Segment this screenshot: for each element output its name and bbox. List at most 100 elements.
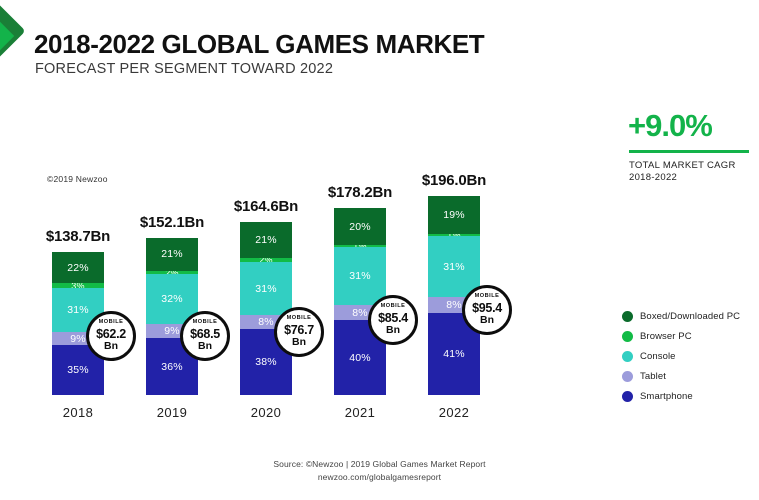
badge-caption: MOBILE (380, 303, 406, 310)
mobile-revenue-badge-2019: MOBILE $68.5 Bn (180, 311, 230, 361)
segment-value-label: 31% (67, 303, 89, 316)
legend-label: Smartphone (640, 390, 693, 402)
page-subtitle: FORECAST PER SEGMENT TOWARD 2022 (35, 61, 334, 77)
segment-value-label: 40% (349, 351, 371, 364)
badge-caption: MOBILE (192, 319, 218, 326)
footer-url: newzoo.com/globalgamesreport (317, 472, 442, 482)
mobile-revenue-badge-2021: MOBILE $85.4 Bn (368, 295, 418, 345)
badge-unit: Bn (480, 314, 494, 327)
segment-value-label: 9% (164, 325, 180, 338)
legend-item-tablet: Tablet (622, 366, 740, 386)
bar-segment-2021-browser-pc: 1% (334, 245, 386, 248)
segment-value-label: 20% (349, 220, 371, 233)
segment-value-label: 8% (258, 316, 274, 329)
segment-value-label: 2% (240, 258, 292, 261)
badge-value: $85.4 (378, 310, 408, 325)
bar-segment-2020-browser-pc: 2% (240, 258, 292, 262)
bar-segment-2019-browser-pc: 2% (146, 270, 198, 275)
segment-value-label: 2% (146, 271, 198, 274)
mobile-revenue-badge-2020: MOBILE $76.7 Bn (274, 307, 324, 357)
legend-item-console: Console (622, 346, 740, 366)
segment-value-label: 1% (334, 245, 386, 247)
legend-label: Console (640, 350, 676, 362)
bar-total-label-2018: $138.7Bn (45, 228, 111, 245)
segment-value-label: 31% (349, 270, 371, 283)
badge-value: $62.2 (96, 326, 126, 341)
bar-2021: 20% 1% 31% 8% 40% (334, 208, 386, 395)
bar-total-label-2022: $196.0Bn (421, 172, 487, 189)
mobile-revenue-badge-2022: MOBILE $95.4 Bn (462, 285, 512, 335)
copyright-note: ©2019 Newzoo (47, 174, 108, 184)
segment-value-label: 21% (161, 248, 183, 261)
segment-value-label: 8% (352, 306, 368, 319)
x-axis-label-2021: 2021 (344, 405, 376, 420)
bar-segment-2019-boxed-downloaded-pc: 21% (146, 238, 198, 271)
cagr-caption-line1: TOTAL MARKET CAGR (629, 160, 736, 171)
badge-unit: Bn (292, 336, 306, 349)
badge-unit: Bn (104, 340, 118, 353)
bar-segment-2022-boxed-downloaded-pc: 19% (428, 196, 480, 234)
bar-2018: 22% 3% 31% 9% 35% (52, 252, 104, 395)
stacked-bar-chart: 22%3%31%9%35%$138.7Bn2018MOBILE$62.2Bn21… (45, 172, 512, 420)
segment-value-label: 41% (443, 348, 465, 361)
bar-total-label-2020: $164.6Bn (233, 198, 299, 215)
bar-segment-2021-console: 31% (334, 247, 386, 306)
cagr-value: +9.0% (628, 108, 713, 143)
segment-value-label: 31% (443, 260, 465, 273)
segment-value-label: 21% (255, 234, 277, 247)
bar-total-label-2021: $178.2Bn (327, 184, 393, 201)
legend-item-browser-pc: Browser PC (622, 326, 740, 346)
legend-label: Boxed/Downloaded PC (640, 310, 741, 322)
legend-swatch-icon (622, 350, 633, 362)
bar-segment-2020-console: 31% (240, 261, 292, 316)
legend-item-boxed-downloaded-pc: Boxed/Downloaded PC (622, 306, 740, 326)
bar-total-label-2019: $152.1Bn (139, 214, 205, 231)
segment-value-label: 19% (443, 208, 465, 221)
legend-item-smartphone: Smartphone (622, 386, 740, 406)
segment-value-label: 35% (67, 363, 89, 376)
badge-value: $76.7 (284, 322, 314, 337)
bar-segment-2020-boxed-downloaded-pc: 21% (240, 222, 292, 259)
footer: Source: ©Newzoo | 2019 Global Games Mark… (0, 458, 759, 484)
bar-segment-2022-browser-pc: 1% (428, 233, 480, 236)
badge-value: $68.5 (190, 326, 220, 341)
badge-caption: MOBILE (98, 319, 124, 326)
x-axis-label-2018: 2018 (62, 405, 94, 420)
x-axis-label-2019: 2019 (156, 405, 188, 420)
footer-source: Source: ©Newzoo | 2019 Global Games Mark… (273, 459, 486, 469)
mobile-revenue-badge-2018: MOBILE $62.2 Bn (86, 311, 136, 361)
bar-2020: 21% 2% 31% 8% 38% (240, 222, 292, 395)
bar-segment-2022-console: 31% (428, 235, 480, 298)
segment-value-label: 31% (255, 282, 277, 295)
badge-unit: Bn (198, 340, 212, 353)
bar-segment-2021-boxed-downloaded-pc: 20% (334, 208, 386, 246)
cagr-divider (629, 150, 749, 153)
segment-value-label: 9% (70, 332, 86, 345)
segment-value-label: 38% (255, 356, 277, 369)
chart-legend: Boxed/Downloaded PC Browser PC Console Tabl… (622, 306, 740, 406)
legend-swatch-icon (622, 310, 633, 322)
segment-value-label: 36% (161, 360, 183, 373)
segment-value-label: 32% (161, 293, 183, 306)
segment-value-label: 22% (67, 261, 89, 274)
badge-caption: MOBILE (286, 315, 312, 322)
legend-swatch-icon (622, 370, 633, 382)
segment-value-label: 1% (428, 234, 480, 236)
legend-label: Tablet (640, 370, 666, 382)
cagr-caption: TOTAL MARKET CAGR 2018-2022 (629, 160, 736, 184)
bar-segment-2018-browser-pc: 3% (52, 283, 104, 288)
badge-value: $95.4 (472, 300, 502, 315)
bar-segment-2018-boxed-downloaded-pc: 22% (52, 252, 104, 284)
segment-value-label: 3% (52, 283, 104, 287)
legend-swatch-icon (622, 330, 633, 342)
page-title: 2018-2022 GLOBAL GAMES MARKET (34, 29, 485, 59)
x-axis-label-2022: 2022 (438, 405, 470, 420)
cagr-caption-line2: 2018-2022 (629, 172, 678, 183)
x-axis-label-2020: 2020 (250, 405, 282, 420)
legend-swatch-icon (622, 390, 633, 402)
segment-value-label: 8% (446, 299, 462, 312)
legend-label: Browser PC (640, 330, 692, 342)
badge-caption: MOBILE (474, 293, 500, 300)
badge-unit: Bn (386, 324, 400, 337)
